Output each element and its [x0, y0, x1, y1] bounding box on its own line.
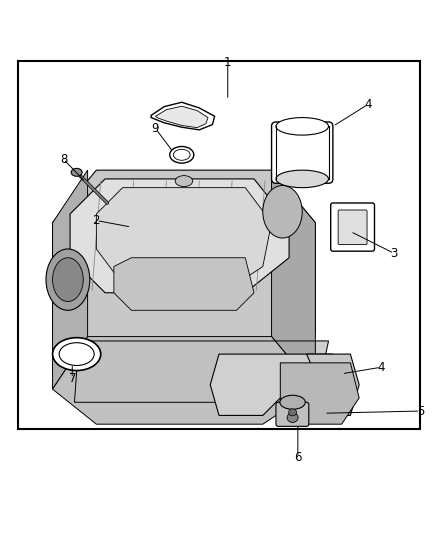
- FancyBboxPatch shape: [272, 122, 333, 183]
- Text: 8: 8: [60, 152, 67, 166]
- Ellipse shape: [263, 185, 302, 238]
- Ellipse shape: [71, 168, 82, 176]
- Polygon shape: [307, 354, 359, 415]
- Ellipse shape: [170, 147, 194, 163]
- Polygon shape: [210, 354, 333, 415]
- Text: 7: 7: [68, 372, 76, 385]
- Text: 5: 5: [417, 405, 424, 417]
- Polygon shape: [114, 258, 254, 310]
- Ellipse shape: [280, 395, 305, 409]
- Text: 4: 4: [377, 361, 385, 374]
- Polygon shape: [74, 341, 328, 402]
- Text: 2: 2: [92, 214, 100, 227]
- Polygon shape: [272, 170, 315, 389]
- Polygon shape: [96, 188, 272, 284]
- Polygon shape: [280, 363, 359, 424]
- FancyBboxPatch shape: [18, 61, 420, 429]
- Polygon shape: [53, 336, 315, 424]
- Ellipse shape: [59, 343, 94, 366]
- Ellipse shape: [46, 249, 90, 310]
- FancyBboxPatch shape: [338, 210, 367, 245]
- Text: 6: 6: [294, 450, 302, 464]
- Ellipse shape: [173, 149, 190, 160]
- Polygon shape: [151, 102, 215, 130]
- Polygon shape: [70, 179, 289, 293]
- Ellipse shape: [287, 413, 298, 423]
- Ellipse shape: [276, 118, 328, 135]
- Text: 4: 4: [364, 98, 372, 111]
- Polygon shape: [53, 170, 88, 389]
- Ellipse shape: [289, 409, 297, 416]
- Ellipse shape: [53, 338, 101, 370]
- Text: 1: 1: [224, 56, 232, 69]
- Polygon shape: [53, 170, 315, 385]
- FancyBboxPatch shape: [331, 203, 374, 251]
- Ellipse shape: [276, 170, 328, 188]
- Text: 3: 3: [391, 247, 398, 260]
- Text: 9: 9: [152, 122, 159, 135]
- Ellipse shape: [53, 258, 83, 302]
- Ellipse shape: [175, 175, 193, 187]
- FancyBboxPatch shape: [276, 402, 309, 426]
- Polygon shape: [155, 106, 208, 128]
